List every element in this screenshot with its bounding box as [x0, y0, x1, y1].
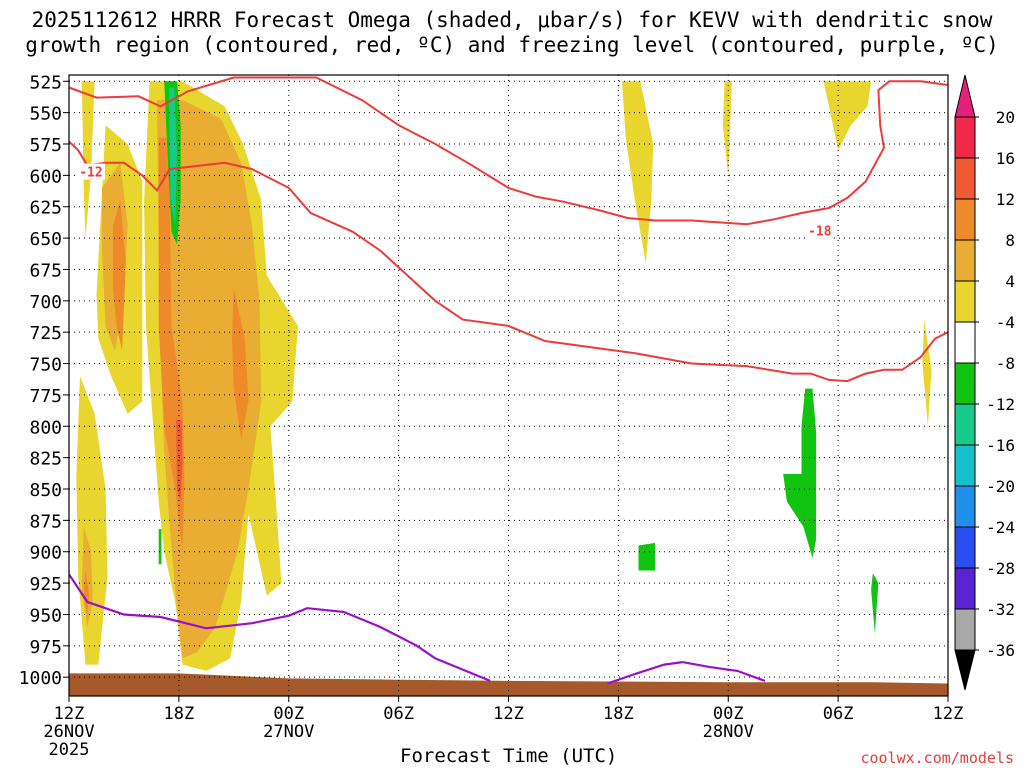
- dgz-contour-line: [69, 76, 948, 226]
- y-tick-label: 875: [29, 511, 62, 532]
- y-tick-label: 650: [29, 229, 62, 250]
- y-tick-label: 975: [29, 637, 62, 658]
- colorbar-label: -36: [986, 641, 1015, 660]
- y-tick-label: 750: [29, 355, 62, 376]
- colorbar-swatch: [954, 403, 976, 446]
- omega-region: [168, 87, 177, 226]
- y-tick-label: 675: [29, 260, 62, 281]
- y-tick-label: 600: [29, 166, 62, 187]
- colorbar-label: 8: [1005, 231, 1015, 250]
- colorbar-swatch: [954, 485, 976, 528]
- dgz-contour-label: -18: [808, 225, 832, 240]
- y-tick-label: 725: [29, 323, 62, 344]
- x-tick-label: 18Z: [164, 704, 195, 724]
- x-tick-year-label: 2025: [49, 740, 90, 760]
- x-tick-label: 06Z: [383, 704, 414, 724]
- x-tick-label: 12Z: [54, 704, 85, 724]
- x-axis-title: Forecast Time (UTC): [400, 745, 618, 767]
- colorbar-label: -8: [996, 354, 1015, 373]
- x-tick-label: 18Z: [603, 704, 634, 724]
- x-tick-label: 12Z: [493, 704, 524, 724]
- omega-region: [112, 200, 126, 351]
- x-tick-label: 00Z: [273, 704, 304, 724]
- chart-title-line-2: growth region (contoured, red, ºC) and f…: [25, 33, 999, 57]
- colorbar-label: -16: [986, 436, 1015, 455]
- freezing-level-contour-line: [607, 660, 766, 685]
- colorbar: 20 16 12 8 4 -4 -8 -12 -16 -20 -24 -28 -32 -36: [954, 74, 1015, 691]
- y-tick-label: 925: [29, 574, 62, 595]
- dgz-contour-line: [69, 140, 948, 383]
- omega-region: [783, 388, 817, 558]
- gridlines: [69, 75, 948, 696]
- omega-region: [823, 81, 872, 151]
- omega-region: [871, 573, 879, 634]
- y-tick-label: 525: [29, 72, 62, 93]
- colorbar-label: -20: [986, 477, 1015, 496]
- y-tick-label: 625: [29, 198, 62, 219]
- y-tick-label: 550: [29, 104, 62, 125]
- colorbar-label: 4: [1005, 272, 1015, 291]
- contour-layer: -12 -18: [69, 76, 948, 685]
- colorbar-swatch: [954, 321, 976, 364]
- y-tick-label: 700: [29, 292, 62, 313]
- x-tick-date-label: 28NOV: [703, 722, 754, 742]
- colorbar-label: -24: [986, 518, 1015, 537]
- y-axis: 525 550 575 600 625 650 675 700 725 750 775 800 825 8…: [19, 72, 69, 689]
- y-tick-label: 775: [29, 386, 62, 407]
- omega-region: [81, 81, 95, 239]
- colorbar-label: -32: [986, 600, 1015, 619]
- colorbar-swatch: [954, 157, 976, 200]
- site-credit[interactable]: coolwx.com/models: [860, 749, 1014, 767]
- colorbar-swatch: [954, 198, 976, 241]
- colorbar-top-arrow: [954, 74, 976, 118]
- omega-shading-layer: [76, 81, 932, 671]
- y-tick-label: 825: [29, 449, 62, 470]
- colorbar-label: -28: [986, 559, 1015, 578]
- chart-title-line-1: 2025112612 HRRR Forecast Omega (shaded, …: [31, 8, 993, 32]
- colorbar-swatch: [954, 444, 976, 487]
- colorbar-label: -12: [986, 395, 1015, 414]
- y-tick-label: 800: [29, 417, 62, 438]
- dgz-contour-label: -12: [79, 166, 102, 181]
- colorbar-swatch: [954, 526, 976, 569]
- x-tick-label: 06Z: [823, 704, 854, 724]
- contour-label-bg: [76, 163, 105, 180]
- x-tick-label: 00Z: [713, 704, 744, 724]
- colorbar-label: 20: [996, 108, 1015, 127]
- colorbar-label: 12: [996, 190, 1015, 209]
- colorbar-label: 16: [996, 149, 1015, 168]
- x-tick-date-label: 27NOV: [263, 722, 314, 742]
- omega-region: [232, 288, 249, 439]
- y-tick-label: 1000: [19, 668, 62, 689]
- omega-region: [158, 529, 162, 565]
- omega-region: [83, 570, 90, 615]
- colorbar-swatch: [954, 116, 976, 159]
- y-tick-label: 950: [29, 605, 62, 626]
- colorbar-label: -4: [996, 313, 1015, 332]
- omega-region: [722, 81, 732, 176]
- omega-region: [922, 319, 932, 427]
- x-tick-label: 12Z: [933, 704, 964, 724]
- omega-region: [622, 81, 654, 264]
- colorbar-swatch: [954, 239, 976, 282]
- omega-region: [638, 542, 655, 571]
- y-tick-label: 900: [29, 543, 62, 564]
- colorbar-swatch: [954, 567, 976, 610]
- colorbar-swatch: [954, 608, 976, 651]
- colorbar-bottom-arrow: [954, 649, 976, 691]
- y-tick-label: 850: [29, 480, 62, 501]
- contour-label-bg: [805, 222, 834, 239]
- colorbar-swatch: [954, 362, 976, 405]
- freezing-level-contour-line: [69, 573, 491, 682]
- colorbar-swatch: [954, 280, 976, 323]
- y-tick-label: 575: [29, 135, 62, 156]
- x-tick-date-label: 26NOV: [43, 722, 94, 742]
